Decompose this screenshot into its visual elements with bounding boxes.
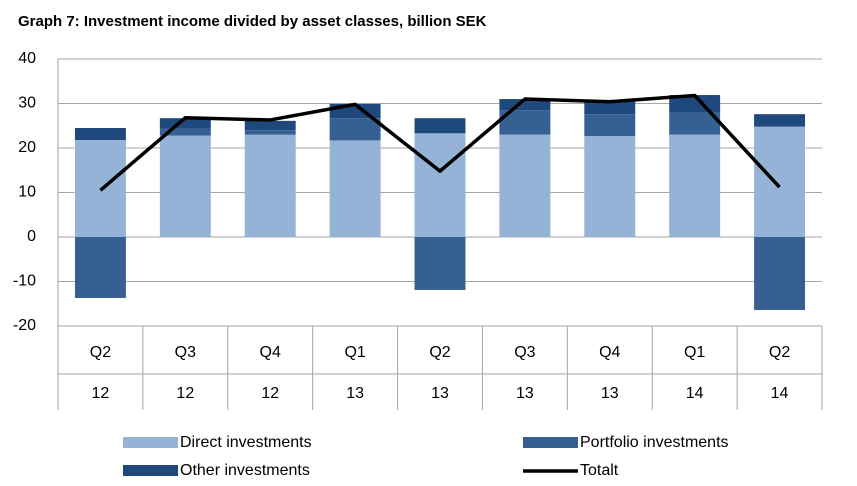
y-tick-label: -10 [13,273,36,290]
y-tick-label: 10 [18,184,36,201]
y-tick-label: 30 [18,95,36,112]
x-tick-label: Q4 [599,344,620,361]
legend-swatch [523,437,578,448]
y-tick-label: -20 [13,317,36,334]
x-tick-year: 14 [686,385,704,402]
legend-label: Portfolio investments [580,434,729,451]
x-tick-year: 13 [346,385,364,402]
y-tick-label: 20 [18,139,36,156]
x-tick-year: 12 [92,385,110,402]
bar-segment [754,114,806,127]
bar-segment [74,127,126,140]
chart-title: Graph 7: Investment income divided by as… [18,13,487,30]
bar-segment [244,120,296,131]
legend-label: Other investments [180,462,310,479]
bar-segment [159,128,211,136]
bar-segment [669,134,721,237]
x-tick-year: 13 [431,385,449,402]
x-tick-label: Q1 [684,344,705,361]
bar-segment [414,118,466,134]
bar-segment [754,126,806,237]
x-tick-year: 13 [601,385,619,402]
legend-swatch [123,437,178,448]
x-tick-year: 12 [176,385,194,402]
bar-segment [74,237,126,298]
bar-segment [244,130,296,135]
x-tick-year: 14 [771,385,789,402]
y-tick-label: 0 [27,228,36,245]
bar-segment [329,118,381,141]
bar-segment [584,114,636,136]
bar-segment [584,99,636,115]
y-tick-label: 40 [18,50,36,67]
bar-segment [584,135,636,237]
bar-segment [414,237,466,290]
total-line [99,93,781,192]
legend-label: Totalt [580,462,619,479]
x-tick-label: Q3 [514,344,535,361]
x-tick-label: Q1 [344,344,365,361]
x-tick-label: Q2 [429,344,450,361]
bar-segment [754,237,806,310]
bar-segment [414,133,466,237]
legend-label: Direct investments [180,434,312,451]
x-tick-label: Q4 [260,344,281,361]
x-tick-year: 13 [516,385,534,402]
x-tick-label: Q2 [769,344,790,361]
bar-segment [499,99,551,111]
x-tick-label: Q3 [175,344,196,361]
bar-segment [669,112,721,135]
bar-segment [499,134,551,237]
legend-swatch [123,465,178,476]
bar-segment [244,134,296,237]
bar-segment [329,140,381,237]
x-tick-label: Q2 [90,344,111,361]
bar-segment [159,135,211,237]
x-tick-year: 12 [261,385,279,402]
bar-segment [159,118,211,129]
